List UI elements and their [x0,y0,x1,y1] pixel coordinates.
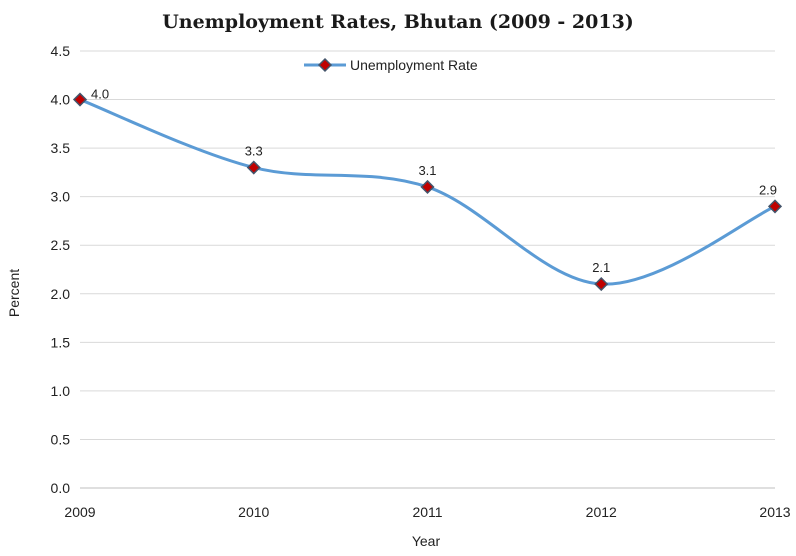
x-tick-label: 2013 [759,504,790,520]
x-axis-ticks: 2009 2010 2011 2012 2013 [64,504,790,520]
y-axis-ticks: 0.0 0.5 1.0 1.5 2.0 2.5 3.0 3.5 4.0 4.5 [51,43,71,496]
x-tick-label: 2011 [412,504,442,520]
data-label: 2.9 [759,182,777,197]
y-tick-label: 4.5 [51,43,71,59]
legend-diamond-marker [317,57,333,73]
x-axis-label: Year [412,533,441,549]
x-tick-label: 2012 [586,504,617,520]
data-point-marker [420,179,435,195]
y-tick-label: 2.0 [51,286,71,302]
y-tick-label: 0.5 [51,431,71,447]
legend: Unemployment Rate [304,57,478,73]
y-tick-label: 0.0 [51,480,71,496]
y-tick-label: 3.5 [51,140,71,156]
data-label: 4.0 [91,87,109,102]
y-axis-label: Percent [6,269,22,317]
data-label: 2.1 [592,260,610,275]
chart-title: Unemployment Rates, Bhutan (2009 - 2013) [162,11,634,33]
data-point-marker [246,160,261,175]
y-tick-label: 2.5 [51,237,71,253]
gridlines [80,50,775,489]
series-layer: 4.0 3.3 3.1 2.1 2.9 [72,87,783,292]
y-tick-label: 1.0 [51,383,71,399]
data-point-marker [594,277,609,292]
data-point-marker [767,199,783,214]
y-tick-label: 3.0 [51,189,71,205]
y-tick-label: 4.0 [51,92,71,108]
data-label: 3.1 [418,163,436,178]
data-label: 3.3 [245,144,263,159]
legend-label: Unemployment Rate [350,57,478,73]
x-tick-label: 2010 [238,504,269,520]
x-tick-label: 2009 [64,504,95,520]
y-tick-label: 1.5 [51,334,71,350]
data-point-marker [72,92,88,107]
